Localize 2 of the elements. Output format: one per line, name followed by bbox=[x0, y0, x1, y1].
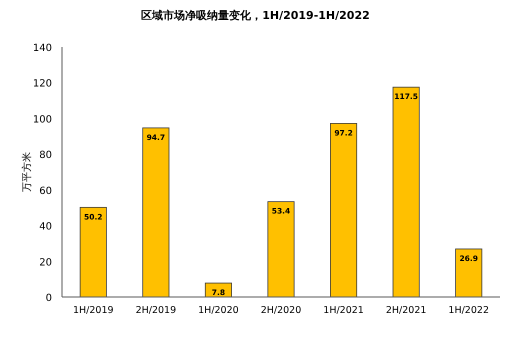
title: 区域市场净吸纳量变化，1H/2019-1H/2022 bbox=[141, 9, 370, 22]
ylabel: 万平方米 bbox=[22, 152, 33, 192]
